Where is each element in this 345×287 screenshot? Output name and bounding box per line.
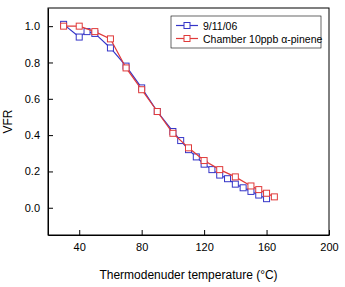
tick: 160 [258,230,276,253]
tick: 1.0 [25,20,53,32]
marker [61,23,67,29]
marker [170,130,176,136]
x-axis: 40 80 120 160 200 [49,230,339,253]
chart: 40 80 120 160 200 0.0 0.2 0.4 0.6 0.8 1.0 9/11/06Ch… [0,0,345,287]
marker [217,167,223,173]
marker [123,65,129,71]
legend-label: Chamber 10ppb α-pinene [203,33,322,45]
tick: 120 [195,230,213,253]
y-axis-title: VFR [1,109,15,133]
marker [92,29,98,35]
tick-mark [48,208,53,209]
marker [186,145,192,151]
marker [201,158,207,164]
marker [232,181,238,187]
legend: 9/11/06Chamber 10ppb α-pinene [171,16,322,48]
marker [240,185,246,191]
tick: 40 [74,230,86,253]
tick-label: 0.6 [25,93,40,105]
x-axis-title: Thermodenuder temperature (°C) [99,268,277,282]
tick: 0.4 [25,129,53,141]
tick: 0.6 [25,93,53,105]
tick-label: 0.0 [25,202,40,214]
tick: 80 [136,230,148,253]
tick-mark [79,230,80,235]
plot-frame [48,8,329,235]
tick: 0.8 [25,57,53,69]
plot: 40 80 120 160 200 0.0 0.2 0.4 0.6 0.8 1.0 9/11/06Ch… [25,8,339,253]
marker [248,183,254,189]
tick-label: 1.0 [25,20,40,32]
tick-mark [267,230,268,235]
tick-label: 0.4 [25,129,40,141]
legend-label: 9/11/06 [203,20,237,32]
tick-mark [48,171,53,172]
legend-marker [184,36,190,42]
marker [256,187,262,193]
tick-label: 120 [195,241,213,253]
tick-label: 40 [74,241,86,253]
marker [76,23,82,29]
tick-mark [48,99,53,100]
tick: 0.2 [25,165,53,177]
tick-mark [142,230,143,235]
tick-label: 0.2 [25,165,40,177]
tick-label: 160 [258,241,276,253]
marker [154,109,160,115]
tick-mark [204,230,205,235]
marker [232,174,238,180]
data [61,21,278,201]
tick-mark [48,62,53,63]
tick-mark [48,135,53,136]
marker [107,36,113,42]
marker [107,45,113,51]
marker [225,176,231,182]
tick-label: 200 [320,241,338,253]
marker [271,194,277,200]
marker [264,190,270,196]
tick-label: 80 [136,241,148,253]
marker [139,87,145,93]
series-line [64,24,267,198]
series-line [64,26,275,197]
tick: 0.0 [25,202,53,214]
legend-marker [184,23,190,29]
marker [154,109,160,115]
marker [76,34,82,40]
y-axis: 0.0 0.2 0.4 0.6 0.8 1.0 [25,9,53,236]
tick-label: 0.8 [25,57,40,69]
tick-mark [48,26,53,27]
marker [209,167,215,173]
